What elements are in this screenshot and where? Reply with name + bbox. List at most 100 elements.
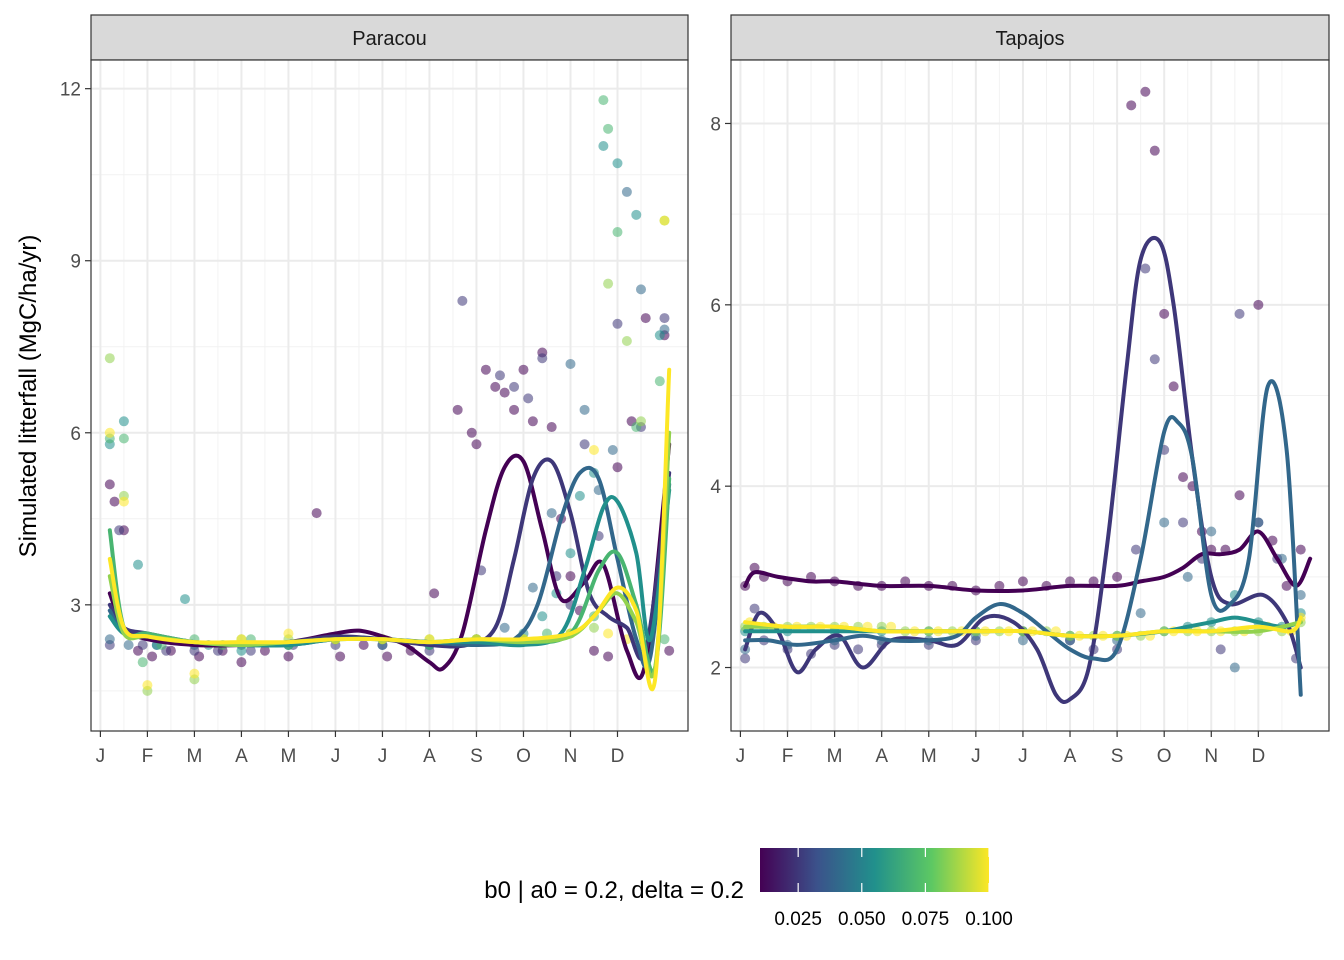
data-point	[283, 628, 294, 639]
data-point	[1168, 381, 1179, 392]
x-tick-label: M	[921, 746, 937, 767]
data-point	[466, 427, 477, 438]
data-point	[518, 364, 529, 375]
strip-title-tapajos: Tapajos	[996, 28, 1065, 50]
x-tick-label: S	[470, 746, 483, 767]
data-point	[1159, 308, 1170, 319]
data-point	[749, 603, 760, 614]
x-tick-label: M	[827, 746, 843, 767]
data-point	[1295, 544, 1306, 555]
data-point	[565, 548, 576, 559]
data-point	[527, 416, 538, 427]
x-tick-label: A	[235, 746, 248, 767]
y-tick-label: 4	[710, 477, 721, 498]
x-tick-label: O	[1157, 746, 1172, 767]
data-point	[509, 404, 520, 415]
data-point	[1182, 571, 1193, 582]
data-point	[133, 559, 144, 570]
data-point	[1149, 145, 1160, 156]
data-point	[1281, 580, 1292, 591]
colorbar-tick-label: 0.075	[902, 909, 950, 930]
data-point	[664, 645, 675, 656]
data-point	[109, 496, 120, 507]
colorbar-tick-label: 0.050	[838, 909, 886, 930]
data-point	[523, 393, 534, 404]
data-point	[635, 284, 646, 295]
data-point	[104, 634, 115, 645]
data-point	[1126, 100, 1137, 111]
data-point	[104, 479, 115, 490]
y-axis-tapajos: 2 4 6 8	[710, 114, 731, 680]
y-tick-label: 12	[60, 80, 81, 101]
data-point	[1178, 517, 1189, 528]
colorbar-tick-label: 0.025	[774, 909, 822, 930]
data-point	[579, 439, 590, 450]
data-point	[509, 381, 520, 392]
y-tick-label: 9	[70, 252, 81, 273]
data-point	[607, 444, 618, 455]
data-point	[886, 621, 897, 632]
panel-paracou: Paracou 3 6 9 12 J F M A M J J A S O N D	[60, 14, 689, 767]
data-point	[142, 680, 153, 691]
data-point	[603, 278, 614, 289]
data-point	[283, 651, 294, 662]
data-point	[245, 645, 256, 656]
panel-border-paracou	[90, 59, 689, 732]
data-point	[311, 508, 322, 519]
marks-paracou	[104, 95, 675, 696]
data-point	[546, 422, 557, 433]
data-point	[635, 416, 646, 427]
data-point	[537, 611, 548, 622]
smooth-line	[107, 367, 672, 692]
data-point	[236, 657, 247, 668]
data-point	[147, 651, 158, 662]
data-point	[659, 634, 670, 645]
panel-tapajos: Tapajos 2 4 6 8 J F M A M J J A S O N D	[710, 14, 1330, 767]
data-point	[1140, 263, 1151, 274]
y-axis-title: Simulated litterfall (MgC/ha/yr)	[15, 235, 42, 558]
data-point	[1135, 608, 1146, 619]
data-point	[114, 525, 125, 536]
panel-border-tapajos	[730, 59, 1330, 732]
colorbar-ticks: 0.025 0.050 0.075 0.100	[774, 848, 1013, 930]
data-point	[612, 158, 623, 169]
data-point	[499, 387, 510, 398]
data-point	[603, 628, 614, 639]
data-point	[335, 651, 346, 662]
data-point	[104, 353, 115, 364]
data-point	[189, 668, 200, 679]
data-point	[1215, 644, 1226, 655]
x-tick-label: A	[423, 746, 436, 767]
y-tick-label: 2	[710, 659, 721, 680]
data-point	[259, 645, 270, 656]
x-tick-label: F	[782, 746, 794, 767]
data-point	[429, 588, 440, 599]
x-tick-label: A	[875, 746, 888, 767]
data-point	[1234, 308, 1245, 319]
x-tick-label: D	[611, 746, 625, 767]
data-point	[1229, 662, 1240, 673]
data-point	[1017, 576, 1028, 587]
x-tick-label: J	[378, 746, 388, 767]
data-point	[471, 439, 482, 450]
x-tick-label: J	[971, 746, 981, 767]
data-point	[1017, 635, 1028, 646]
data-point	[118, 433, 129, 444]
data-point	[1112, 571, 1123, 582]
data-point	[382, 651, 393, 662]
data-point	[494, 370, 505, 381]
data-point	[612, 227, 623, 238]
data-point	[588, 444, 599, 455]
x-tick-label: N	[1204, 746, 1218, 767]
data-point	[994, 580, 1005, 591]
x-tick-label: N	[564, 746, 578, 767]
data-point	[457, 295, 468, 306]
data-point	[1178, 472, 1189, 483]
data-point	[579, 404, 590, 415]
data-point	[1140, 86, 1151, 97]
data-point	[180, 594, 191, 605]
smooth-line	[743, 615, 1303, 639]
data-point	[1130, 544, 1141, 555]
